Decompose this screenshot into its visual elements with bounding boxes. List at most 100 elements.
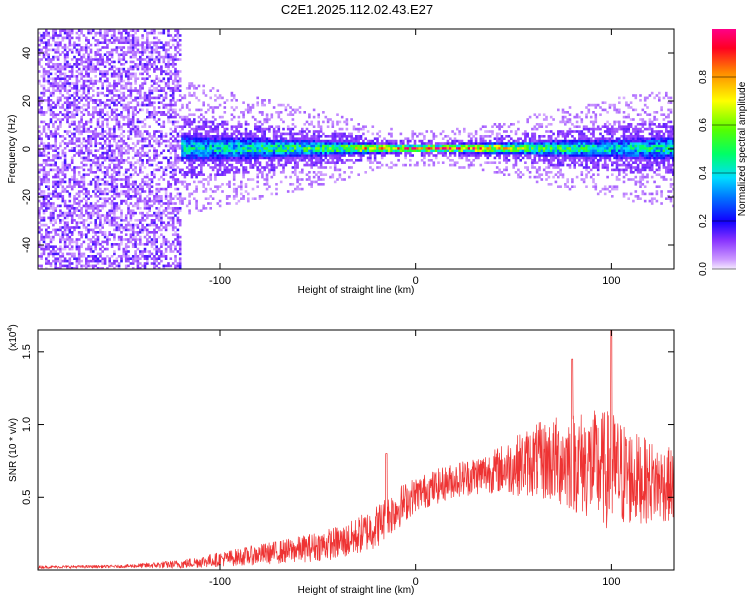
heatmap-cell — [52, 255, 55, 258]
heatmap-cell — [174, 195, 177, 198]
heatmap-cell — [190, 163, 194, 167]
heatmap-cell — [87, 55, 90, 59]
heatmap-cell — [96, 207, 100, 210]
heatmap-cell — [176, 233, 180, 236]
heatmap-cell — [214, 175, 217, 179]
heatmap-cell — [38, 101, 41, 104]
heatmap-cell — [251, 178, 255, 181]
heatmap-cell — [47, 89, 50, 92]
heatmap-cell — [82, 185, 86, 188]
heatmap-cell — [169, 211, 173, 215]
heatmap-cell — [54, 77, 57, 80]
heatmap-cell — [197, 147, 201, 150]
heatmap-cell — [94, 226, 97, 229]
heatmap-cell — [146, 240, 149, 244]
heatmap-cell — [120, 75, 123, 78]
heatmap-cell — [218, 204, 222, 208]
heatmap-cell — [42, 72, 46, 76]
heatmap-cell — [176, 51, 180, 54]
heatmap-cell — [101, 46, 104, 49]
heatmap-cell — [77, 127, 81, 131]
heatmap-cell — [85, 130, 88, 133]
heatmap-cell — [195, 202, 198, 205]
heatmap-cell — [237, 199, 241, 203]
heatmap-cell — [70, 168, 74, 172]
heatmap-cell — [200, 132, 203, 136]
heatmap-cell — [42, 111, 46, 114]
heatmap-cell — [80, 87, 83, 90]
heatmap-cell — [155, 113, 158, 116]
heatmap-cell — [82, 183, 86, 186]
heatmap-cell — [216, 173, 220, 176]
heatmap-cell — [164, 214, 168, 217]
heatmap-cell — [117, 79, 121, 83]
heatmap-cell — [190, 175, 194, 179]
heatmap-cell — [101, 108, 104, 112]
heatmap-cell — [251, 139, 255, 143]
heatmap-cell — [54, 161, 57, 164]
heatmap-cell — [40, 233, 43, 236]
heatmap-cell — [197, 163, 201, 167]
heatmap-cell — [85, 99, 88, 102]
heatmap-cell — [261, 195, 264, 198]
heatmap-cell — [52, 89, 55, 92]
heatmap-cell — [42, 238, 46, 241]
heatmap-cell — [298, 171, 302, 174]
heatmap-cell — [139, 221, 142, 224]
heatmap-cell — [193, 161, 196, 164]
heatmap-cell — [310, 123, 313, 126]
heatmap-cell — [120, 226, 123, 229]
heatmap-cell — [40, 75, 43, 78]
heatmap-cell — [188, 156, 191, 160]
heatmap-cell — [75, 89, 79, 92]
heatmap-cell — [160, 216, 163, 220]
heatmap-cell — [96, 120, 100, 124]
heatmap-cell — [235, 195, 238, 198]
heatmap-cell — [174, 58, 177, 61]
heatmap-cell — [244, 135, 248, 138]
heatmap-cell — [310, 149, 313, 152]
heatmap-cell — [136, 29, 140, 32]
heatmap-cell — [113, 36, 116, 40]
heatmap-cell — [68, 43, 72, 47]
heatmap-cell — [136, 202, 140, 205]
heatmap-cell — [73, 207, 76, 210]
heatmap-cell — [82, 214, 86, 217]
heatmap-cell — [240, 139, 243, 143]
heatmap-cell — [113, 156, 116, 160]
heatmap-cell — [171, 120, 175, 124]
heatmap-cell — [185, 142, 189, 145]
heatmap-cell — [122, 36, 126, 40]
heatmap-cell — [113, 118, 116, 121]
heatmap-cell — [120, 31, 123, 35]
heatmap-cell — [85, 65, 88, 68]
heatmap-cell — [164, 103, 168, 107]
heatmap-cell — [195, 187, 198, 191]
heatmap-cell — [38, 209, 41, 212]
heatmap-cell — [136, 259, 140, 263]
heatmap-cell — [38, 211, 41, 215]
heatmap-cell — [185, 118, 189, 121]
heatmap-cell — [82, 168, 86, 172]
heatmap-cell — [362, 127, 365, 131]
heatmap-cell — [77, 171, 81, 174]
heatmap-cell — [258, 156, 262, 160]
heatmap-cell — [204, 132, 208, 136]
heatmap-cell — [223, 154, 227, 157]
heatmap-cell — [61, 255, 65, 258]
heatmap-cell — [136, 111, 140, 114]
heatmap-cell — [200, 118, 203, 121]
heatmap-cell — [110, 96, 114, 100]
heatmap-cell — [47, 185, 50, 188]
heatmap-cell — [317, 171, 320, 174]
heatmap-cell — [178, 53, 182, 56]
heatmap-cell — [120, 53, 123, 56]
heatmap-cell — [99, 111, 102, 114]
heatmap-cell — [171, 63, 175, 66]
heatmap-cell — [103, 231, 107, 234]
heatmap-cell — [216, 202, 220, 205]
heatmap-cell — [207, 175, 210, 179]
heatmap-cell — [80, 235, 83, 239]
heatmap-cell — [85, 159, 88, 162]
heatmap-cell — [200, 173, 203, 176]
